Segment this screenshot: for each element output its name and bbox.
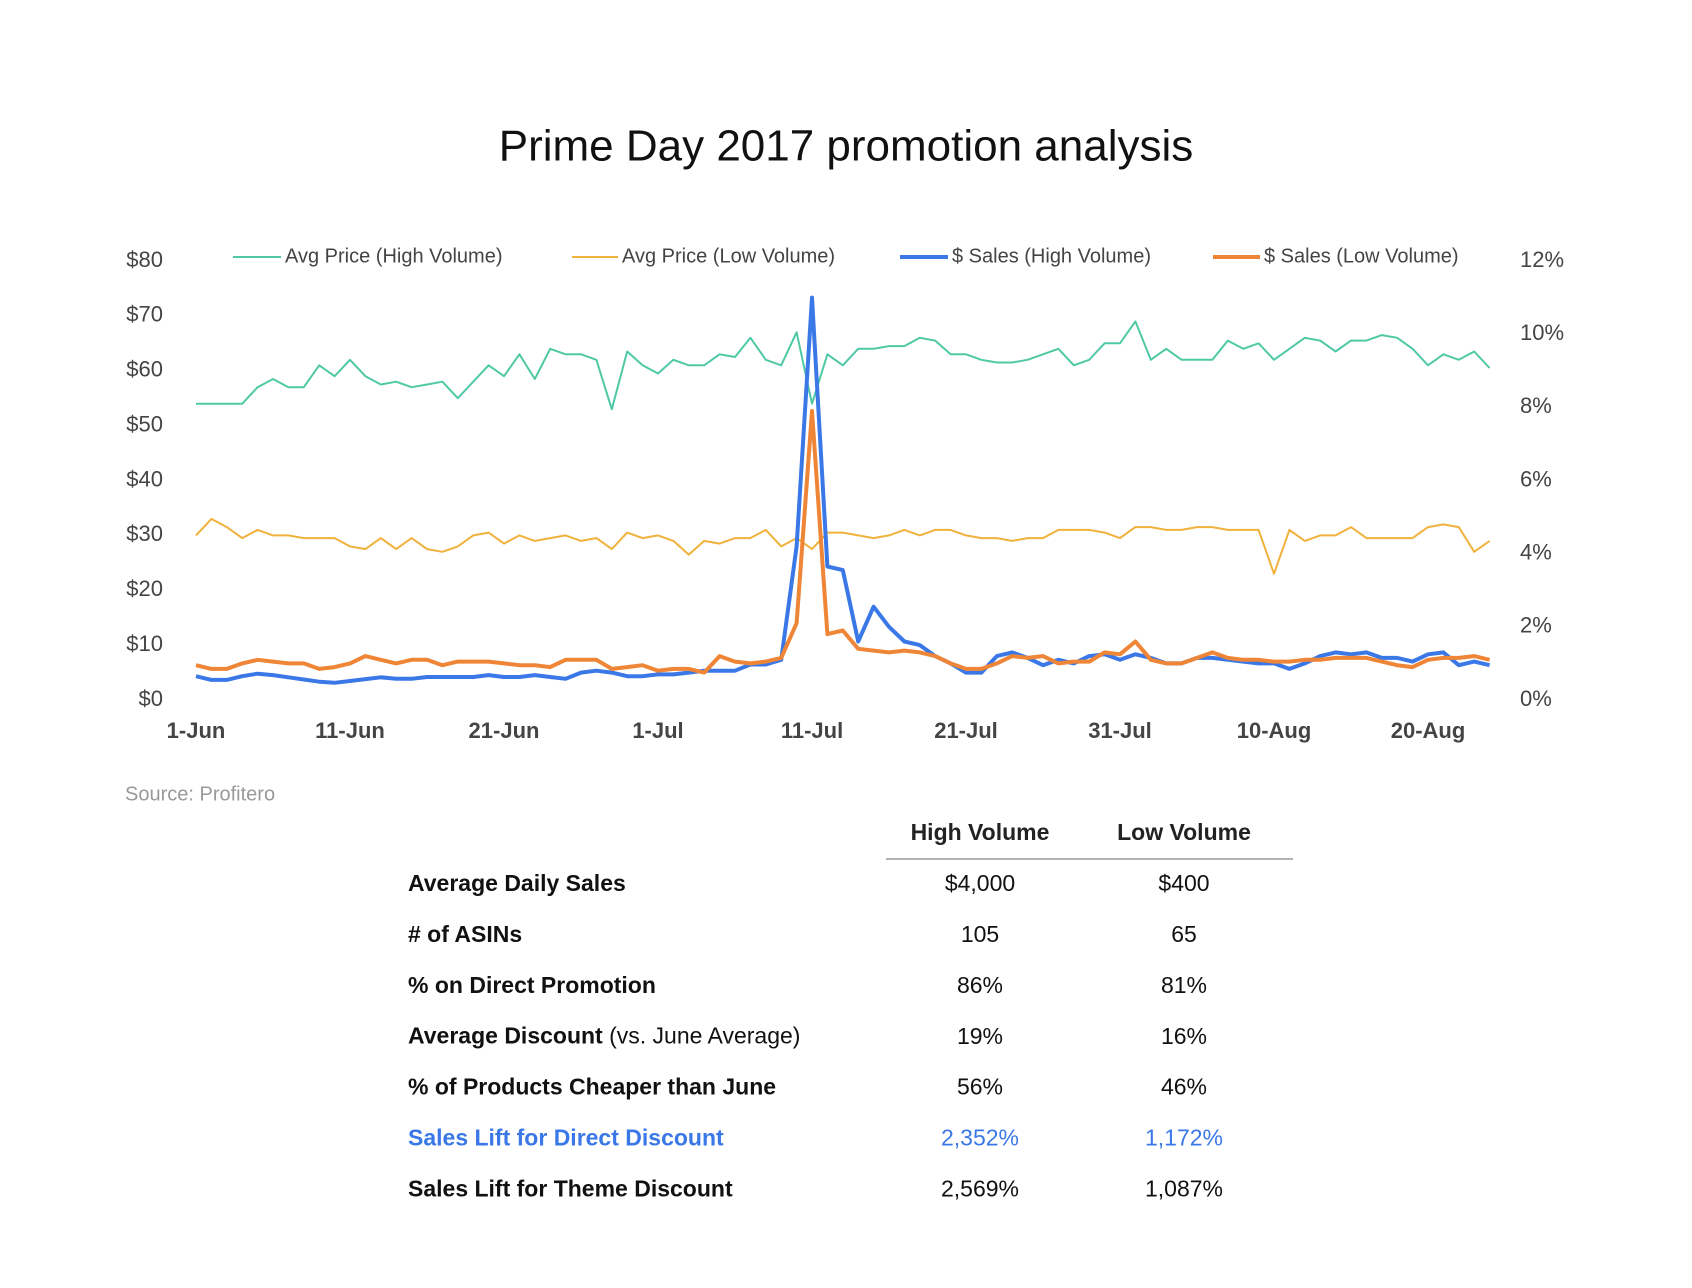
table-cell: 2,352% [941, 1125, 1019, 1151]
y-tick-label: $0 [139, 686, 163, 711]
y2-tick-label: 2% [1520, 613, 1552, 638]
x-tick-label: 11-Jun [315, 718, 385, 743]
row-label: Average Discount (vs. June Average) [408, 1023, 800, 1049]
x-tick-label: 1-Jul [632, 718, 683, 743]
legend-label: $ Sales (Low Volume) [1264, 245, 1459, 267]
table-cell: 105 [961, 921, 999, 947]
y2-tick-label: 4% [1520, 539, 1552, 564]
table-header: High Volume [911, 819, 1050, 845]
table-cell: 1,087% [1145, 1175, 1223, 1201]
x-tick-label: 20-Aug [1391, 718, 1466, 743]
table-cell: $4,000 [945, 870, 1015, 896]
x-tick-label: 11-Jul [781, 718, 843, 743]
series-line [195, 295, 1491, 685]
row-label-text: Average Daily Sales [408, 870, 626, 896]
y2-tick-label: 10% [1520, 320, 1564, 345]
table-cell: 56% [957, 1074, 1003, 1100]
row-label: Average Daily Sales [408, 870, 626, 896]
row-label-text: # of ASINs [408, 921, 522, 947]
y-tick-label: $70 [126, 302, 163, 327]
x-tick-label: 1-Jun [167, 718, 226, 743]
y-tick-label: $40 [126, 466, 163, 491]
row-label-text: Sales Lift for Theme Discount [408, 1175, 733, 1201]
legend-label: Avg Price (High Volume) [285, 245, 503, 267]
row-label-text: Average Discount [408, 1023, 603, 1049]
table-cell: 46% [1161, 1074, 1207, 1100]
x-tick-label: 31-Jul [1088, 718, 1152, 743]
row-label-text: Sales Lift for Direct Discount [408, 1125, 724, 1151]
y-tick-label: $50 [126, 411, 163, 436]
row-label: % on Direct Promotion [408, 972, 656, 998]
x-tick-label: 10-Aug [1237, 718, 1312, 743]
table-cell: 86% [957, 972, 1003, 998]
y2-tick-label: 12% [1520, 247, 1564, 272]
y2-tick-label: 0% [1520, 686, 1552, 711]
table-cell: 2,569% [941, 1175, 1019, 1201]
chart-title: Prime Day 2017 promotion analysis [499, 122, 1194, 171]
y-tick-label: $10 [126, 631, 163, 656]
x-tick-label: 21-Jun [469, 718, 540, 743]
table-cell: 1,172% [1145, 1125, 1223, 1151]
y2-tick-label: 6% [1520, 466, 1552, 491]
legend-label: $ Sales (High Volume) [952, 245, 1151, 267]
series-line [195, 409, 1491, 675]
source-note: Source: Profitero [125, 783, 275, 805]
y-tick-label: $30 [126, 521, 163, 546]
y-tick-label: $80 [126, 247, 163, 272]
row-label-note: (vs. June Average) [609, 1023, 800, 1049]
table-cell: 16% [1161, 1023, 1207, 1049]
y2-tick-label: 8% [1520, 393, 1552, 418]
row-label: Sales Lift for Theme Discount [408, 1175, 733, 1201]
legend-label: Avg Price (Low Volume) [622, 245, 835, 267]
series-line [196, 320, 1491, 411]
row-label: % of Products Cheaper than June [408, 1074, 776, 1100]
table-cell: 81% [1161, 972, 1207, 998]
row-label: Sales Lift for Direct Discount [408, 1125, 724, 1151]
table-header: Low Volume [1117, 819, 1251, 845]
table-cell: 19% [957, 1023, 1003, 1049]
x-tick-label: 21-Jul [934, 718, 998, 743]
table-cell: 65 [1171, 921, 1197, 947]
row-label: # of ASINs [408, 921, 522, 947]
y-tick-label: $20 [126, 576, 163, 601]
row-label-text: % of Products Cheaper than June [408, 1074, 776, 1100]
table-cell: $400 [1158, 870, 1209, 896]
row-label-text: % on Direct Promotion [408, 972, 656, 998]
series-line [195, 517, 1491, 575]
y-tick-label: $60 [126, 357, 163, 382]
